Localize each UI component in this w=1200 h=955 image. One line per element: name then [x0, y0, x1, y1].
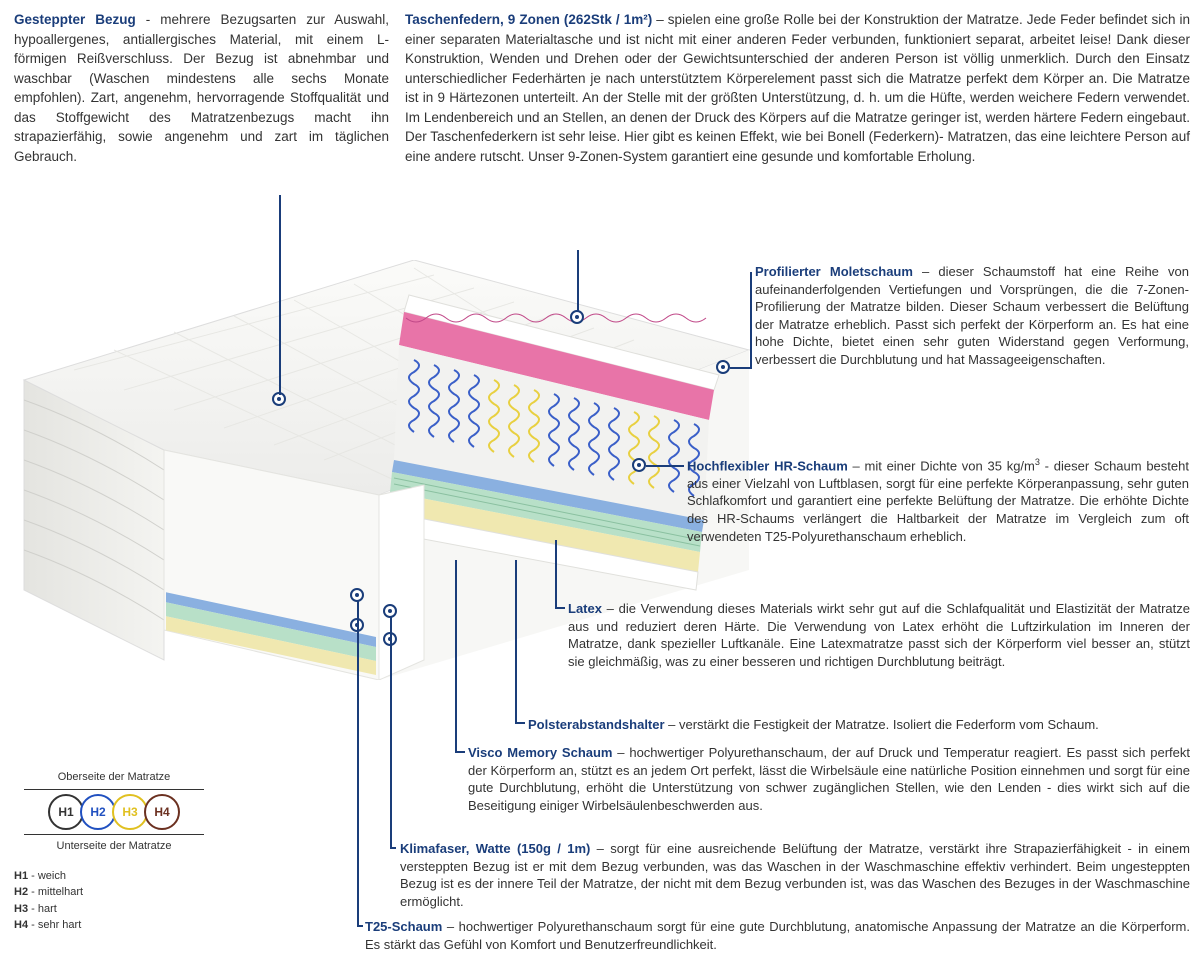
- section-visco: Visco Memory Schaum – hochwertiger Polyu…: [468, 744, 1190, 814]
- section-title: Hochflexibler HR-Schaum: [687, 458, 848, 473]
- hardness-circle-h4: H4: [144, 794, 180, 830]
- legend-code: H4: [14, 919, 28, 931]
- legend-code: H3: [14, 903, 28, 915]
- section-title: T25-Schaum: [365, 919, 442, 934]
- section-title: Polsterabstandshalter: [528, 717, 665, 732]
- leader-line: [515, 560, 517, 723]
- section-body-pre: – mit einer Dichte von 35 kg/m: [848, 458, 1035, 473]
- section-molet: Profilierter Moletschaum – dieser Schaum…: [755, 263, 1189, 368]
- leader-line: [730, 367, 752, 369]
- callout-marker: [632, 458, 646, 472]
- section-cover: Gesteppter Bezug - mehrere Bezugsarten z…: [14, 10, 389, 167]
- section-title: Gesteppter Bezug: [14, 12, 136, 27]
- leader-line: [390, 616, 392, 848]
- leader-line: [279, 195, 281, 395]
- hardness-circle-h3: H3: [112, 794, 148, 830]
- hardness-circle-h1: H1: [48, 794, 84, 830]
- section-title: Latex: [568, 601, 602, 616]
- section-body: – hochwertiger Polyurethanschaum sorgt f…: [365, 919, 1190, 952]
- legend-top-label: Oberseite der Matratze: [14, 770, 214, 785]
- legend-label: weich: [38, 870, 66, 882]
- section-body: – verstärkt die Festigkeit der Matratze.…: [665, 717, 1099, 732]
- legend-definitions: H1 - weich H2 - mittelhart H3 - hart H4 …: [14, 868, 214, 934]
- callout-marker: [570, 310, 584, 324]
- section-hr: Hochflexibler HR-Schaum – mit einer Dich…: [687, 456, 1189, 545]
- leader-line: [357, 600, 359, 925]
- legend-code: H1: [14, 870, 28, 882]
- section-body: – dieser Schaumstoff hat eine Reihe von …: [755, 264, 1189, 367]
- section-title: Profilierter Moletschaum: [755, 264, 913, 279]
- leader-line: [577, 250, 579, 312]
- legend-circles: H1 H2 H3 H4: [14, 794, 214, 830]
- leader-line: [750, 272, 752, 368]
- section-title: Visco Memory Schaum: [468, 745, 613, 760]
- leader-line: [455, 560, 457, 752]
- section-t25: T25-Schaum – hochwertiger Polyurethansch…: [365, 918, 1190, 953]
- leader-line: [390, 847, 396, 849]
- legend-bottom-label: Unterseite der Matratze: [14, 839, 214, 854]
- section-body: - mehrere Bezugsarten zur Auswahl, hypoa…: [14, 12, 389, 164]
- section-body: – die Verwendung dieses Materials wirkt …: [568, 601, 1190, 669]
- section-body: – spielen eine große Rolle bei der Konst…: [405, 12, 1190, 164]
- legend-label: sehr hart: [38, 919, 81, 931]
- legend-code: H2: [14, 886, 28, 898]
- leader-line: [515, 722, 525, 724]
- leader-line: [555, 607, 565, 609]
- legend-label: hart: [38, 903, 57, 915]
- section-latex: Latex – die Verwendung dieses Materials …: [568, 600, 1190, 670]
- section-springs: Taschenfedern, 9 Zonen (262Stk / 1m²) – …: [405, 10, 1190, 167]
- leader-line: [646, 465, 684, 467]
- section-title: Klimafaser, Watte (150g / 1m): [400, 841, 590, 856]
- hardness-legend: Oberseite der Matratze H1 H2 H3 H4 Unter…: [14, 770, 214, 934]
- callout-marker: [716, 360, 730, 374]
- hardness-circle-h2: H2: [80, 794, 116, 830]
- section-title: Taschenfedern, 9 Zonen (262Stk / 1m²): [405, 12, 652, 27]
- section-spacer: Polsterabstandshalter – verstärkt die Fe…: [528, 716, 1190, 734]
- legend-label: mittelhart: [38, 886, 83, 898]
- leader-line: [555, 540, 557, 608]
- leader-line: [455, 751, 465, 753]
- section-klimafaser: Klimafaser, Watte (150g / 1m) – sorgt fü…: [400, 840, 1190, 910]
- leader-line: [357, 925, 363, 927]
